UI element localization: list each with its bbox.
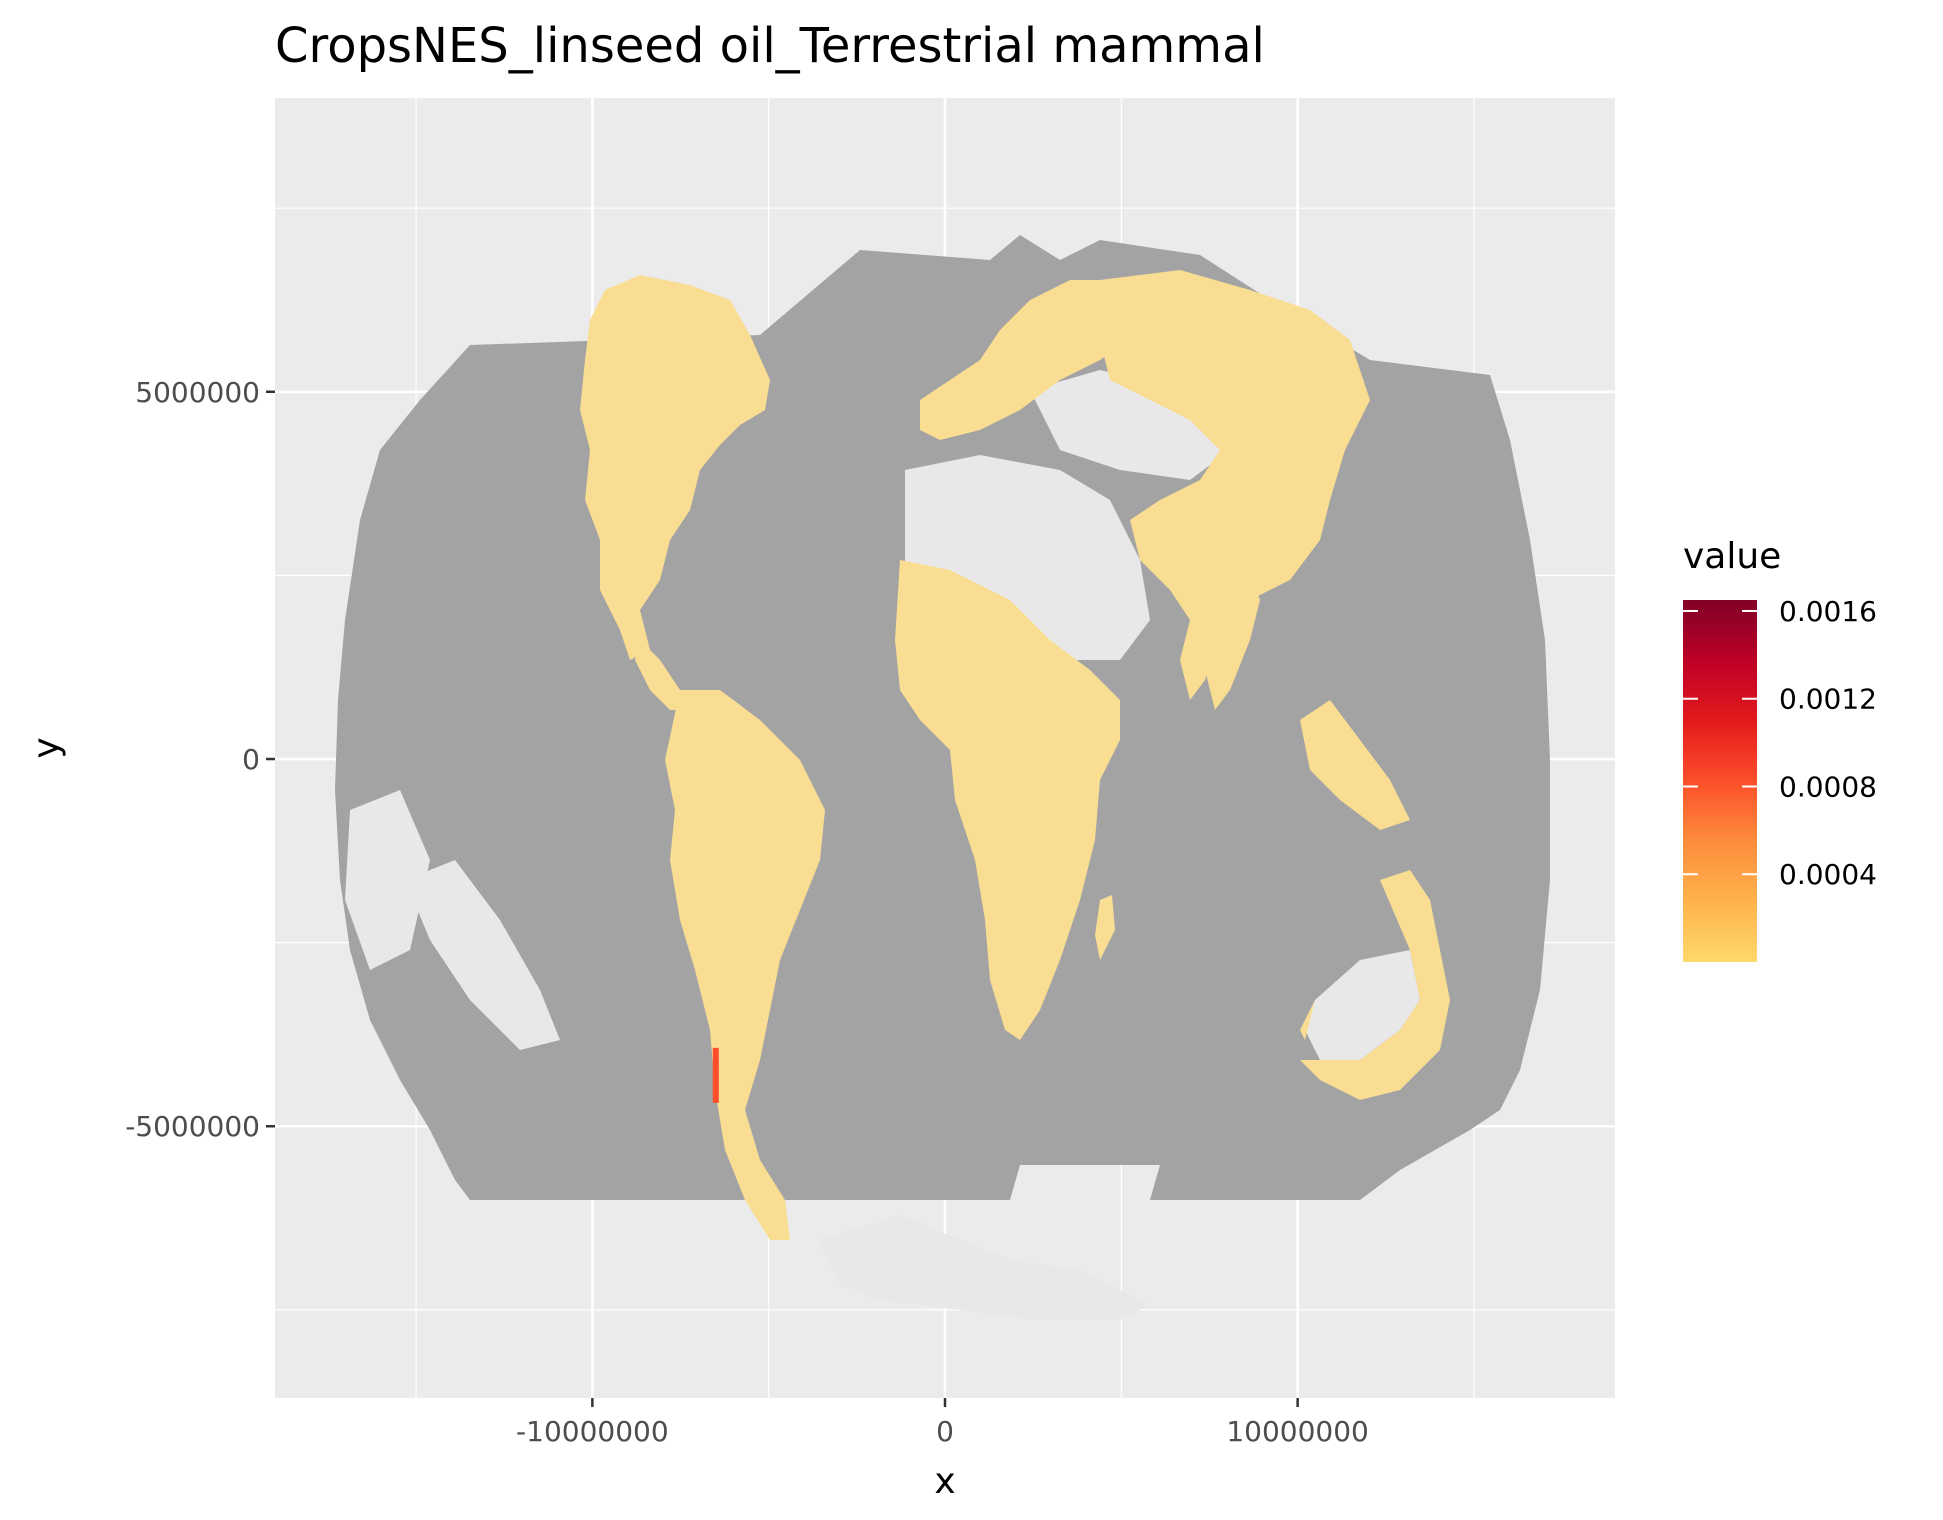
- y-tick-label: 0: [242, 743, 260, 776]
- nodata-antarctica: [820, 1215, 1150, 1320]
- nodata-pacific-ridge: [405, 860, 560, 1050]
- chart-title: CropsNES_linseed oil_Terrestrial mammal: [275, 18, 1265, 74]
- land-india: [1200, 550, 1260, 710]
- y-axis: 5000000 0 -5000000: [125, 376, 275, 1143]
- x-axis-title: x: [934, 1461, 955, 1502]
- x-tick-label: 10000000: [1226, 1415, 1369, 1448]
- land-southeast-asia: [1300, 700, 1410, 830]
- x-tick-label: 0: [936, 1415, 954, 1448]
- nodata-east-atlantic: [345, 790, 430, 970]
- legend-ticks: 0.0004 0.0008 0.0012 0.0016: [1683, 595, 1877, 891]
- legend-tick-label: 0.0004: [1779, 858, 1877, 891]
- land-north-america: [580, 275, 770, 660]
- legend-colorbar: [1683, 600, 1757, 962]
- legend: value 0.0004 0.0008 0.0012 0.0016: [1683, 536, 1877, 962]
- hotspot-marker: [712, 1047, 719, 1103]
- y-tick-label: 5000000: [135, 376, 260, 409]
- land-australia-west: [1300, 1000, 1315, 1040]
- land-europe: [920, 280, 1150, 440]
- x-tick-label: -10000000: [516, 1415, 669, 1448]
- x-axis: -10000000 0 10000000: [516, 1398, 1369, 1448]
- land-asia: [1100, 270, 1370, 700]
- world-map-layer: [335, 235, 1550, 1320]
- legend-title: value: [1683, 536, 1781, 577]
- land-australia-east: [1300, 870, 1450, 1100]
- land-central-america: [635, 640, 690, 710]
- legend-tick-label: 0.0016: [1779, 595, 1877, 628]
- value-land: [580, 270, 1450, 1240]
- nodata-australia: [1305, 950, 1420, 1060]
- y-axis-title: y: [26, 737, 67, 758]
- y-tick-label: -5000000: [125, 1110, 260, 1143]
- legend-tick-label: 0.0012: [1779, 683, 1877, 716]
- land-africa: [895, 560, 1120, 1040]
- land-madagascar: [1095, 895, 1115, 960]
- land-south-america: [665, 690, 825, 1240]
- legend-tick-label: 0.0008: [1779, 770, 1877, 803]
